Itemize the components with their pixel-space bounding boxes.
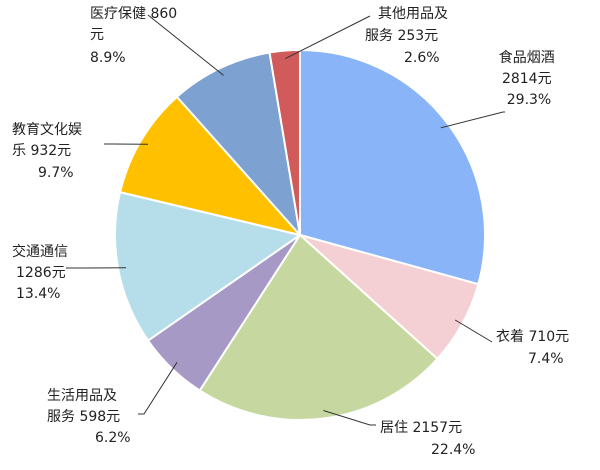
pie-slice-其他用品及服务 — [268, 49, 301, 236]
label-教育文化娱乐: 教育文化娱 乐 932元 9.7% — [12, 122, 86, 181]
leader-line-生活用品及服务 — [138, 362, 178, 415]
leader-line-医疗保健 — [147, 14, 224, 76]
label-生活用品及服务: 生活用品及 服务 598元 6.2% — [47, 388, 131, 446]
leader-lines — [66, 14, 505, 426]
pie-slice-教育文化娱乐 — [119, 95, 301, 236]
label-居住: 居住 2157元 22.4% — [380, 420, 475, 458]
pie-slice-医疗保健 — [175, 51, 301, 236]
label-交通通信: 交通通信 1286元 13.4% — [12, 243, 72, 302]
leader-line-食品烟酒 — [440, 111, 505, 129]
label-医疗保健: 医疗保健 860 元 8.9% — [90, 6, 182, 66]
pie-slice-居住 — [198, 234, 439, 421]
leader-line-居住 — [323, 410, 376, 426]
pie-slice-交通通信 — [114, 191, 301, 342]
pie-slice-食品烟酒 — [299, 49, 486, 286]
pie-slices — [114, 49, 486, 421]
label-衣着: 衣着 710元 7.4% — [496, 329, 574, 367]
label-其他用品及服务: 其他用品及 服务 253元 2.6% — [365, 6, 452, 66]
leader-line-衣着 — [454, 319, 493, 343]
label-食品烟酒: 食品烟酒 2814元 29.3% — [499, 49, 559, 108]
leader-line-其他用品及服务 — [285, 15, 371, 60]
